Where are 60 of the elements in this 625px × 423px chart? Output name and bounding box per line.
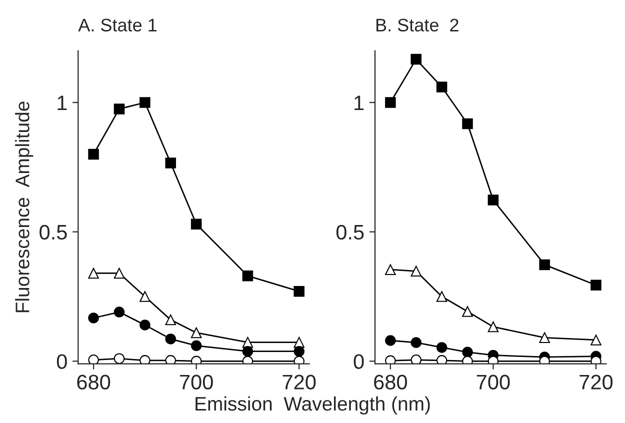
x-tick-label: 720 — [580, 374, 613, 390]
y-tick-label: 0.5 — [336, 224, 364, 240]
point — [462, 346, 473, 358]
point — [88, 148, 99, 160]
y-tick-label: 0 — [354, 354, 364, 369]
point — [462, 118, 473, 130]
x-tick-label: 680 — [77, 374, 110, 390]
x-tick-label: 680 — [374, 374, 407, 390]
point — [436, 291, 448, 302]
x-tick-label: 700 — [180, 374, 213, 390]
point — [140, 355, 150, 364]
point — [410, 266, 422, 277]
y-tick-label: 1 — [58, 96, 67, 110]
point — [385, 264, 396, 275]
chart-title: A. State 1 — [78, 18, 157, 32]
point — [165, 158, 176, 168]
point — [88, 312, 99, 324]
y-tick-label: 0.5 — [40, 224, 67, 240]
x-axis-title: Emission Wavelength (nm) — [196, 396, 430, 415]
point — [436, 355, 448, 364]
point — [488, 321, 499, 332]
point — [88, 354, 99, 364]
point — [88, 268, 99, 279]
point — [165, 314, 176, 326]
point — [190, 340, 202, 352]
point — [165, 334, 176, 344]
point — [294, 346, 304, 357]
point — [140, 97, 150, 108]
point — [436, 82, 448, 92]
point — [190, 218, 202, 230]
point — [462, 306, 473, 317]
point — [242, 270, 254, 282]
x-tick-label: 720 — [282, 374, 316, 390]
point — [114, 306, 125, 318]
point — [410, 337, 422, 348]
point — [140, 291, 150, 302]
point — [385, 335, 396, 346]
point — [410, 354, 422, 364]
point — [140, 320, 150, 330]
point — [539, 259, 550, 270]
point — [590, 334, 602, 346]
point — [410, 54, 422, 65]
point — [294, 286, 304, 297]
point — [114, 268, 125, 279]
point — [385, 355, 396, 364]
point — [114, 353, 125, 364]
y-tick-label: 0 — [56, 354, 67, 369]
y-axis-title: Fluorescence Amplitude — [15, 102, 34, 312]
point — [590, 280, 602, 291]
point — [190, 327, 202, 338]
point — [114, 104, 125, 114]
point — [539, 332, 550, 344]
chart-title: B. State 2 — [376, 18, 458, 32]
y-tick-label: 1 — [354, 96, 364, 110]
point — [436, 342, 448, 353]
point — [488, 194, 499, 206]
point — [165, 355, 176, 364]
point — [385, 97, 396, 108]
x-tick-label: 700 — [476, 374, 510, 390]
point — [242, 346, 254, 357]
